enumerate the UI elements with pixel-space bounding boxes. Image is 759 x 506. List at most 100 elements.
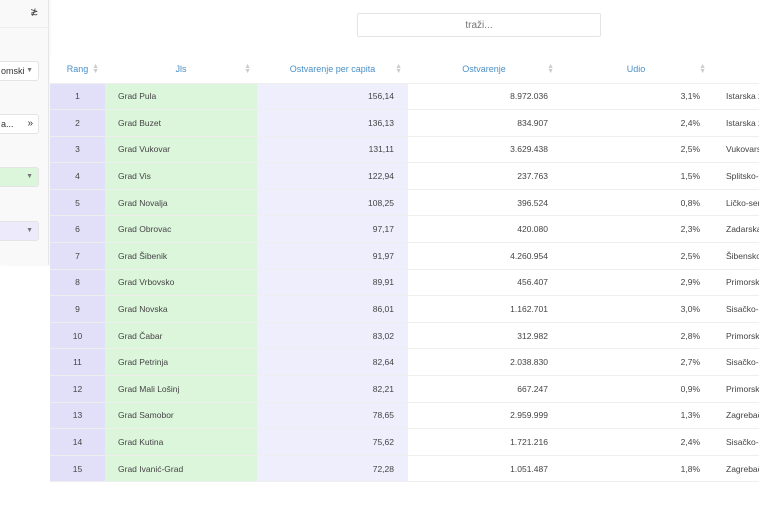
column-header-ostvarenje[interactable]: Ostvarenje ▲ ▼ [408, 55, 560, 84]
table-row[interactable]: 12 Grad Mali Lošinj 82,21 667.247 0,9% Primor… [50, 375, 759, 403]
cell-zupanija: Istarska ž [712, 83, 759, 111]
cell-per-capita: 136,13 [257, 109, 408, 137]
column-header-zupanija[interactable] [712, 55, 759, 84]
cell-zupanija: Šibensko- [712, 242, 759, 270]
column-header-label: Udio [626, 63, 646, 74]
cell-zupanija: Zagrebačk [712, 402, 759, 430]
double-chevron-right-icon[interactable]: » [27, 118, 33, 129]
cell-rang: 13 [50, 402, 105, 430]
cell-udio: 2,5% [560, 136, 712, 164]
cell-per-capita: 72,28 [257, 455, 408, 483]
column-header-udio[interactable]: Udio ▲ ▼ [560, 55, 712, 84]
filter-select-2[interactable]: a... » [0, 114, 39, 134]
cell-rang: 1 [50, 83, 105, 111]
sort-icon[interactable]: ▲ ▼ [244, 63, 251, 75]
cell-ostvarenje: 312.982 [408, 322, 560, 350]
cell-rang: 11 [50, 348, 105, 377]
filter-select-3[interactable]: ▼ [0, 167, 39, 187]
cell-rang: 15 [50, 455, 105, 483]
cell-rang: 2 [50, 109, 105, 137]
column-header-rang[interactable]: Rang ▲ ▼ [50, 55, 105, 84]
cell-ostvarenje: 667.247 [408, 375, 560, 403]
cell-ostvarenje: 2.038.830 [408, 348, 560, 377]
column-header-jls[interactable]: Jls ▲ ▼ [105, 55, 257, 84]
table-row[interactable]: 2 Grad Buzet 136,13 834.907 2,4% Istarska ž [50, 109, 759, 137]
cell-zupanija: Primorsko [712, 322, 759, 350]
cell-per-capita: 89,91 [257, 269, 408, 297]
cell-zupanija: Sisačko-m [712, 348, 759, 377]
cell-jls: Grad Obrovac [105, 215, 257, 244]
cell-per-capita: 122,94 [257, 162, 408, 190]
ranking-table: Rang ▲ ▼ Jls ▲ ▼ Ostvarenje per capita ▲ ▼ Ostvar… [50, 55, 759, 483]
cell-ostvarenje: 420.080 [408, 215, 560, 244]
column-header-label: Rang [66, 63, 89, 74]
cell-udio: 0,8% [560, 189, 712, 217]
cell-zupanija: Sisačko-m [712, 428, 759, 456]
cell-per-capita: 83,02 [257, 322, 408, 350]
table-row[interactable]: 15 Grad Ivanić-Grad 72,28 1.051.487 1,8% Zagr… [50, 455, 759, 483]
cell-udio: 2,4% [560, 109, 712, 137]
filter-select-2-value: a... [1, 119, 14, 129]
cell-jls: Grad Ivanić-Grad [105, 455, 257, 483]
filter-select-4[interactable]: ▼ [0, 221, 39, 241]
cell-udio: 2,7% [560, 348, 712, 377]
sort-icon[interactable]: ▲ ▼ [699, 63, 706, 75]
cell-per-capita: 97,17 [257, 215, 408, 244]
chevron-down-icon: ▼ [26, 67, 33, 74]
cell-zupanija: Zadarska [712, 215, 759, 244]
column-header-label: Ostvarenje [462, 63, 506, 74]
cell-zupanija: Ličko-senj [712, 189, 759, 217]
sidebar-header [0, 0, 49, 28]
column-header-per-capita[interactable]: Ostvarenje per capita ▲ ▼ [257, 55, 408, 84]
cell-udio: 2,3% [560, 215, 712, 244]
cell-zupanija: Primorsko [712, 375, 759, 403]
cell-udio: 0,9% [560, 375, 712, 403]
sort-icon[interactable]: ▲ ▼ [547, 63, 554, 75]
cell-udio: 3,1% [560, 83, 712, 111]
cell-jls: Grad Kutina [105, 428, 257, 456]
cell-per-capita: 86,01 [257, 295, 408, 323]
cell-rang: 12 [50, 375, 105, 403]
cell-ostvarenje: 237.763 [408, 162, 560, 190]
sort-icon[interactable]: ▲ ▼ [395, 63, 402, 75]
cell-udio: 1,8% [560, 455, 712, 483]
cell-per-capita: 75,62 [257, 428, 408, 456]
cell-jls: Grad Mali Lošinj [105, 375, 257, 403]
cell-per-capita: 82,64 [257, 348, 408, 377]
collapse-sidebar-icon[interactable]: ≵ [30, 7, 39, 18]
cell-rang: 6 [50, 215, 105, 244]
cell-ostvarenje: 4.260.954 [408, 242, 560, 270]
cell-jls: Grad Vis [105, 162, 257, 190]
table-row[interactable]: 6 Grad Obrovac 97,17 420.080 2,3% Zadarska [50, 215, 759, 244]
search-input[interactable] [357, 13, 601, 37]
table-row[interactable]: 11 Grad Petrinja 82,64 2.038.830 2,7% Sisačko… [50, 348, 759, 377]
filter-select-1[interactable]: omski ▼ [0, 61, 39, 81]
cell-zupanija: Vukovarsk [712, 136, 759, 164]
cell-rang: 14 [50, 428, 105, 456]
cell-ostvarenje: 834.907 [408, 109, 560, 137]
cell-ostvarenje: 1.162.701 [408, 295, 560, 323]
cell-rang: 4 [50, 162, 105, 190]
cell-jls: Grad Novska [105, 295, 257, 323]
cell-rang: 9 [50, 295, 105, 323]
column-header-label: Jls [175, 63, 187, 74]
cell-rang: 7 [50, 242, 105, 270]
cell-per-capita: 156,14 [257, 83, 408, 111]
cell-jls: Grad Vukovar [105, 136, 257, 164]
table-row[interactable]: 1 Grad Pula 156,14 8.972.036 3,1% Istarska ž [50, 83, 759, 111]
cell-udio: 2,8% [560, 322, 712, 350]
cell-jls: Grad Novalja [105, 189, 257, 217]
sort-icon[interactable]: ▲ ▼ [92, 63, 99, 75]
cell-per-capita: 91,97 [257, 242, 408, 270]
cell-rang: 10 [50, 322, 105, 350]
cell-udio: 2,9% [560, 269, 712, 297]
